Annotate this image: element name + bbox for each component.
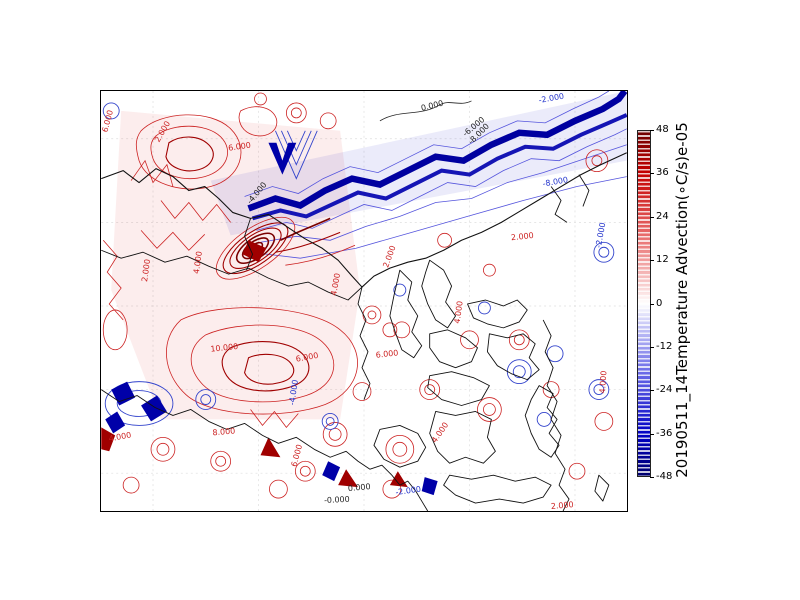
positive-advection-strong-cells xyxy=(101,427,408,488)
map-plot-area: 6.000 2.000 6.000 0.000 -2.000 -8.000 2.000 -2.… xyxy=(100,90,628,512)
colorbar xyxy=(637,130,651,477)
negative-advection-band xyxy=(244,91,627,259)
contour-label: 6.000 xyxy=(295,351,319,364)
contour-label: -0.000 xyxy=(324,495,350,505)
colorbar-tick: -12 xyxy=(649,340,673,352)
colorbar-tick: 0 xyxy=(649,297,663,309)
colorbar-tick: -36 xyxy=(649,427,673,439)
contour-label: 2.000 xyxy=(511,231,535,242)
colorbar-title: 20190511_14Temperature Advection(∘C/s)e-… xyxy=(673,122,691,478)
contour-label: 8.000 xyxy=(212,426,235,437)
taiwan-outline xyxy=(594,474,610,502)
contour-label: 0.000 xyxy=(347,482,370,493)
contour-label: -2.000 xyxy=(395,485,422,497)
colorbar-tick: 12 xyxy=(650,254,669,266)
colorbar-tick: 24 xyxy=(650,210,669,222)
colorbar-tick: -48 xyxy=(649,471,673,482)
contour-label: 4.000 xyxy=(329,272,342,296)
contour-label: 0.000 xyxy=(420,99,444,113)
contour-label: 6.000 xyxy=(228,141,252,153)
colorbar-ticks: 48 36 24 12 0 -12 -24 -36 -48 xyxy=(649,125,690,482)
contour-label: 2.000 xyxy=(381,244,397,268)
gridlines xyxy=(101,91,627,511)
contour-label: 6.000 xyxy=(290,443,305,467)
contour-label: 2.000 xyxy=(140,259,152,283)
contour-label: -2.000 xyxy=(538,92,565,105)
advection-fill-washes xyxy=(111,91,627,420)
positive-advection-scattered-cells xyxy=(122,149,614,499)
contour-label: 4.000 xyxy=(108,430,132,443)
contour-label: 10.000 xyxy=(210,342,239,354)
contour-label: -2.000 xyxy=(594,222,607,249)
province-boundaries xyxy=(101,100,627,511)
colorbar-tick: 36 xyxy=(650,167,669,179)
contour-label: -4.000 xyxy=(287,379,299,406)
colorbar-tick: -24 xyxy=(649,384,673,396)
contour-label: -8.000 xyxy=(542,175,569,188)
contour-label: 6.000 xyxy=(375,348,399,359)
contour-label: 4.000 xyxy=(598,370,609,393)
contour-label: 4.000 xyxy=(453,300,465,324)
contour-label: 4.000 xyxy=(430,421,450,445)
colorbar-tick: 48 xyxy=(650,124,669,135)
advection-contour-svg: 6.000 2.000 6.000 0.000 -2.000 -8.000 2.000 -2.… xyxy=(101,91,627,511)
contour-label: 4.000 xyxy=(192,251,204,275)
contour-label: 2.000 xyxy=(550,500,573,511)
